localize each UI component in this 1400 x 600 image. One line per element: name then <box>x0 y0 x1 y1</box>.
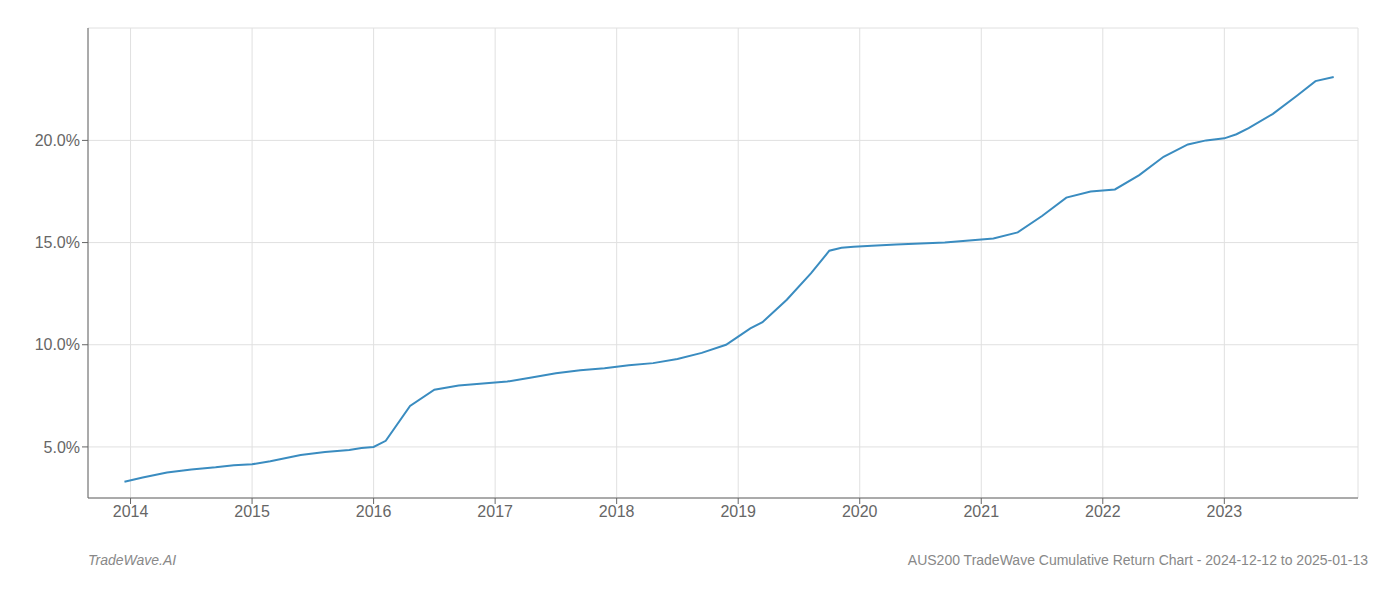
svg-text:2018: 2018 <box>599 503 635 520</box>
svg-text:15.0%: 15.0% <box>35 234 80 251</box>
svg-text:2022: 2022 <box>1085 503 1121 520</box>
svg-text:2015: 2015 <box>234 503 270 520</box>
svg-text:20.0%: 20.0% <box>35 132 80 149</box>
svg-text:2019: 2019 <box>720 503 756 520</box>
svg-text:2023: 2023 <box>1207 503 1243 520</box>
svg-text:5.0%: 5.0% <box>44 439 80 456</box>
svg-text:2017: 2017 <box>477 503 513 520</box>
svg-text:2020: 2020 <box>842 503 878 520</box>
html-text:TradeWave.AI: TradeWave.AI <box>88 552 177 568</box>
svg-text:10.0%: 10.0% <box>35 336 80 353</box>
svg-text:2016: 2016 <box>356 503 392 520</box>
svg-text:2021: 2021 <box>963 503 999 520</box>
html-text:AUS200 TradeWave Cumulative Re: AUS200 TradeWave Cumulative Return Chart… <box>907 552 1368 568</box>
svg-text:2014: 2014 <box>113 503 149 520</box>
